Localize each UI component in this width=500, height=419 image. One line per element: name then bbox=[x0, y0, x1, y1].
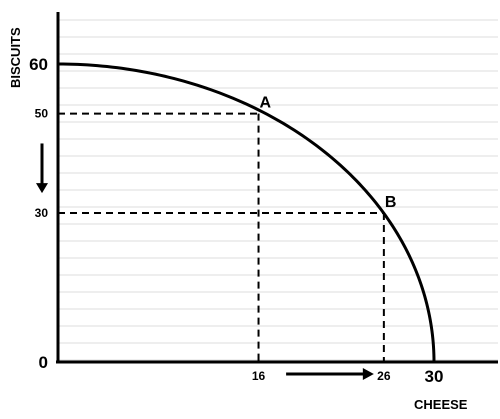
ppf-curve bbox=[57, 62, 436, 363]
x-axis-title: CHEESE bbox=[414, 397, 468, 412]
tick-labels: 0 30 50 60 16 26 30 bbox=[29, 55, 443, 386]
direction-arrows bbox=[36, 143, 374, 380]
down-arrow-head bbox=[36, 183, 48, 194]
point-labels: AB bbox=[260, 95, 397, 211]
y-tick-label: 50 bbox=[35, 107, 49, 121]
right-arrow-head bbox=[362, 368, 374, 380]
y-axis-title: BISCUITS bbox=[8, 27, 23, 88]
x-tick-label: 16 bbox=[252, 369, 266, 383]
y-tick-label: 0 bbox=[39, 353, 48, 372]
x-tick-label: 26 bbox=[377, 369, 391, 383]
guide-lines bbox=[58, 112, 385, 362]
y-tick-label: 60 bbox=[29, 55, 48, 74]
point-label-b: B bbox=[385, 194, 397, 211]
x-tick-label: 30 bbox=[425, 367, 444, 386]
point-label-a: A bbox=[260, 95, 272, 112]
grid-lines bbox=[58, 19, 498, 361]
y-tick-label: 30 bbox=[35, 206, 49, 220]
